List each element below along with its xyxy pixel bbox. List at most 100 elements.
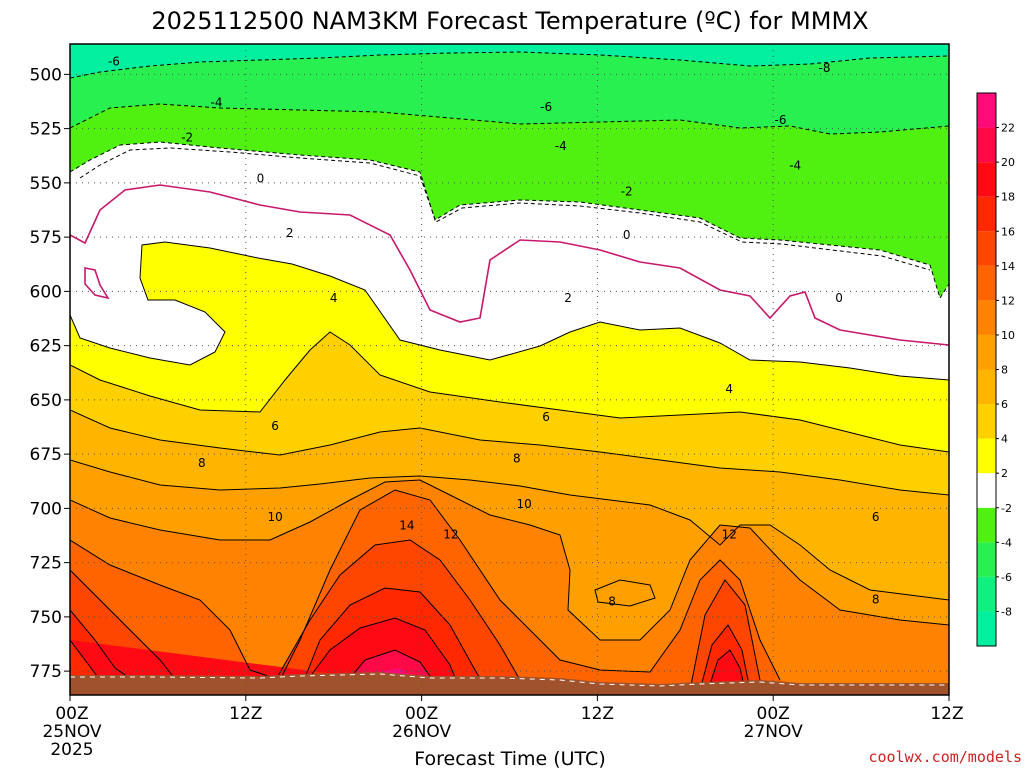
- y-tick-label: 650: [30, 391, 62, 411]
- contour-label: -6: [540, 100, 552, 114]
- x-axis-label: Forecast Time (UTC): [414, 748, 605, 768]
- ground-highlight: [70, 673, 949, 687]
- y-tick-label: 775: [30, 662, 62, 682]
- x-tick-label: 00Z: [757, 704, 790, 724]
- x-tick-label: 00Z: [405, 704, 438, 724]
- contour-8: [70, 459, 949, 601]
- contour-label: 8: [198, 456, 206, 470]
- colorbar-tick-label: 6: [1001, 398, 1008, 411]
- y-axis: 500 525 550 575 600 625 650 675 700 725 750 775: [30, 65, 70, 682]
- colorbar: -8 -6 -4 -2 2 4 6 8 10 12 14 16 18 20 22: [976, 92, 1015, 647]
- chart-title: 2025112500 NAM3KM Forecast Temperature (…: [151, 7, 868, 35]
- contour-label: -4: [789, 159, 801, 173]
- contour-label: -2: [621, 185, 633, 199]
- x-tick-date: 26NOV: [392, 722, 451, 742]
- contour-labels: -8 -6 -6 -6 -4 -4 -4 -2 -2 0 0 0 2 2 4 4 6 6 6 8 8 8 8 10 10 12 12…: [108, 54, 880, 608]
- credit-text: coolwx.com/models: [868, 748, 1022, 766]
- colorbar-tick-label: -6: [1001, 571, 1012, 584]
- contour-label: 2: [286, 226, 294, 240]
- colorbar-tick-label: 16: [1001, 225, 1015, 238]
- temperature-bands: [70, 44, 949, 695]
- colorbar-swatch: [977, 93, 996, 128]
- contour-label: -4: [211, 96, 223, 110]
- x-tick-label: 12Z: [229, 704, 262, 724]
- y-tick-label: 600: [30, 282, 62, 302]
- grid-lines: [70, 44, 949, 695]
- colorbar-tick-label: 12: [1001, 294, 1015, 307]
- y-tick-label: 675: [30, 445, 62, 465]
- y-tick-label: 500: [30, 65, 62, 85]
- contour-label: 12: [722, 527, 737, 541]
- band-18: [70, 618, 745, 690]
- contour-label: 12: [443, 527, 458, 541]
- contour-label: -6: [775, 113, 787, 127]
- contour-label: -8: [818, 61, 830, 75]
- colorbar-swatch: [977, 127, 996, 163]
- colorbar-swatch: [977, 300, 996, 335]
- x-tick-date: 25NOV: [42, 722, 101, 742]
- contour-label: 6: [542, 410, 550, 424]
- contour-label: 8: [513, 451, 521, 465]
- contour-label: 0: [257, 172, 265, 186]
- y-tick-label: 575: [30, 228, 62, 248]
- colorbar-swatch: [977, 265, 996, 301]
- contour-label: 4: [330, 291, 338, 305]
- x-tick-date: 27NOV: [744, 722, 803, 742]
- colorbar-tick-label: 18: [1001, 191, 1015, 204]
- colorbar-swatch: [977, 473, 996, 508]
- x-tick-label: 00Z: [55, 704, 88, 724]
- colorbar-tick-label: 22: [1001, 122, 1015, 135]
- contour-8-loop: [594, 579, 656, 607]
- contour-zero: [70, 184, 949, 346]
- colorbar-tick-label: 4: [1001, 433, 1008, 446]
- plot-frame: [69, 43, 950, 696]
- contour-6: [70, 409, 949, 496]
- colorbar-swatch: [977, 369, 996, 405]
- colorbar-swatch: [977, 438, 996, 474]
- contour-20: [339, 649, 441, 691]
- contour-minus6: [70, 103, 949, 135]
- colorbar-tick-label: -4: [1001, 536, 1012, 549]
- contour-minus4: [70, 141, 949, 300]
- colorbar-swatch: [977, 231, 996, 266]
- y-tick-label: 700: [30, 499, 62, 519]
- contour-12: [70, 489, 781, 681]
- contour-label: 2: [564, 291, 572, 305]
- x-tick-label: 12Z: [930, 704, 963, 724]
- y-tick-label: 750: [30, 608, 62, 628]
- contour-label: 6: [271, 419, 279, 433]
- contour-label: -2: [181, 130, 193, 144]
- colorbar-swatch: [977, 334, 996, 370]
- contour-label: 0: [623, 228, 631, 242]
- contour-label: 14: [399, 519, 414, 533]
- colorbar-swatch: [977, 611, 996, 646]
- contour-label: -6: [108, 54, 120, 68]
- contour-minus8: [70, 51, 949, 79]
- colorbar-swatch: [977, 196, 996, 232]
- contour-minus2: [79, 147, 931, 271]
- contour-2: [70, 241, 949, 381]
- contour-label: 8: [872, 593, 880, 607]
- colorbar-tick-label: 2: [1001, 467, 1008, 480]
- contour-label: 10: [267, 510, 282, 524]
- colorbar-swatch: [977, 576, 996, 612]
- y-tick-label: 550: [30, 174, 62, 194]
- contour-label: 6: [872, 510, 880, 524]
- y-tick-label: 725: [30, 554, 62, 574]
- colorbar-tick-label: -2: [1001, 502, 1012, 515]
- contour-18: [70, 617, 746, 691]
- colorbar-swatch: [977, 162, 996, 197]
- colorbar-tick-label: -8: [1001, 605, 1012, 618]
- colorbar-tick-label: 8: [1001, 364, 1008, 377]
- contour-label: 10: [517, 497, 532, 511]
- contour-lines: [70, 51, 949, 695]
- x-tick-label: 12Z: [581, 704, 614, 724]
- ground-terrain: [70, 672, 949, 695]
- contour-4: [70, 331, 949, 453]
- colorbar-tick-label: 10: [1001, 329, 1015, 342]
- colorbar-swatch: [977, 542, 996, 577]
- colorbar-tick-label: 20: [1001, 156, 1015, 169]
- contour-label: 0: [835, 291, 843, 305]
